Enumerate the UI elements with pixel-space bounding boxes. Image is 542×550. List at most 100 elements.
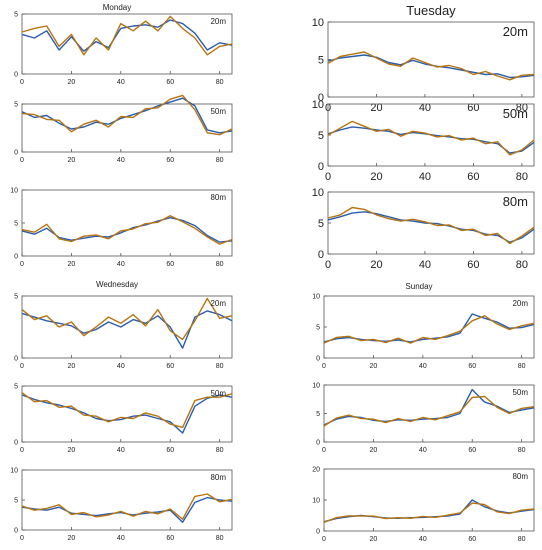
series-line-2 (323, 395, 535, 427)
x-tick-label: 20 (68, 535, 76, 542)
plot-frame (21, 189, 233, 257)
series-line-2 (21, 297, 233, 341)
x-tick-label: 60 (468, 363, 476, 370)
x-tick-label: 20 (68, 363, 76, 370)
x-tick-label: 80 (518, 447, 526, 454)
x-tick-label: 60 (467, 171, 479, 183)
x-tick-label: 20 (370, 536, 378, 543)
series-line-1 (327, 54, 535, 79)
chart-panel-5: 0 20 40 60 80 0 5 10 80m (10, 187, 233, 268)
height-label: 50m (210, 389, 226, 398)
series-line-2 (327, 120, 535, 156)
x-tick-label: 60 (166, 79, 174, 86)
series-line-1 (323, 388, 535, 426)
chart-panel-11: 0 20 40 60 80 0 5 10 80m (10, 467, 233, 542)
y-tick-label: 10 (312, 293, 320, 300)
x-tick-label: 40 (117, 79, 125, 86)
x-tick-label: 80 (216, 157, 224, 164)
day-title: Monday (103, 3, 131, 12)
day-title: Sunday (405, 282, 432, 291)
y-tick-label: 5 (318, 218, 324, 230)
x-tick-label: 60 (467, 259, 479, 271)
height-label: 50m (512, 388, 528, 397)
y-tick-label: 10 (312, 382, 320, 389)
series-line-1 (327, 126, 535, 154)
x-tick-label: 40 (117, 447, 125, 454)
x-tick-label: 60 (468, 536, 476, 543)
x-tick-label: 80 (216, 363, 224, 370)
x-tick-label: 80 (518, 536, 526, 543)
series-line-2 (323, 502, 535, 523)
y-tick-label: 10 (312, 99, 324, 111)
x-tick-label: 60 (468, 447, 476, 454)
x-tick-label: 40 (419, 171, 431, 183)
y-tick-label: 10 (312, 497, 320, 504)
y-tick-label: 20 (312, 466, 320, 473)
x-tick-label: 80 (216, 261, 224, 268)
series-line-2 (327, 206, 535, 245)
series-line-2 (327, 51, 535, 81)
x-tick-label: 20 (370, 447, 378, 454)
plot-frame (21, 385, 233, 443)
series-line-1 (21, 97, 233, 134)
plot-frame (323, 468, 535, 532)
x-tick-label: 20 (370, 363, 378, 370)
x-tick-label: 40 (117, 157, 125, 164)
x-tick-label: 0 (20, 79, 24, 86)
y-tick-label: 0 (14, 355, 18, 362)
chart-panel-9: 0 20 40 60 80 0 5 50m (14, 383, 233, 454)
x-tick-label: 60 (467, 102, 479, 114)
x-tick-label: 20 (68, 157, 76, 164)
y-tick-label: 0 (316, 528, 320, 535)
x-tick-label: 80 (516, 102, 528, 114)
y-tick-label: 0 (14, 149, 18, 156)
height-label: 50m (503, 106, 528, 121)
series-line-2 (323, 315, 535, 344)
chart-panel-8: 0 20 40 60 80 0 5 10 20m Sunday (312, 282, 535, 370)
series-line-2 (21, 493, 233, 520)
y-tick-label: 0 (14, 71, 18, 78)
series-line-1 (21, 496, 233, 523)
series-line-2 (21, 392, 233, 429)
x-tick-label: 40 (419, 447, 427, 454)
y-tick-label: 5 (318, 54, 324, 66)
y-tick-label: 0 (316, 355, 320, 362)
y-tick-label: 5 (14, 293, 18, 300)
chart-panel-10: 0 20 40 60 80 0 5 10 50m (312, 382, 535, 454)
x-tick-label: 80 (216, 447, 224, 454)
x-tick-label: 60 (166, 363, 174, 370)
x-tick-label: 80 (216, 535, 224, 542)
x-tick-label: 60 (166, 447, 174, 454)
y-tick-label: 5 (316, 324, 320, 331)
y-tick-label: 5 (316, 411, 320, 418)
plot-frame (323, 384, 535, 443)
chart-panel-6: 0 20 40 60 80 0 5 10 80m (312, 187, 535, 271)
height-label: 80m (503, 194, 528, 209)
y-tick-label: 5 (14, 497, 18, 504)
x-tick-label: 40 (419, 363, 427, 370)
y-tick-label: 5 (14, 383, 18, 390)
day-title: Tuesday (406, 3, 456, 18)
height-label: 20m (503, 24, 528, 39)
x-tick-label: 20 (68, 447, 76, 454)
height-label: 80m (210, 473, 226, 482)
plot-frame (21, 103, 233, 153)
series-line-1 (323, 499, 535, 523)
series-line-1 (21, 310, 233, 349)
x-tick-label: 40 (117, 535, 125, 542)
plot-frame (21, 13, 233, 75)
y-tick-label: 10 (312, 17, 324, 29)
x-tick-label: 20 (370, 259, 382, 271)
chart-panel-1: 0 20 40 60 80 0 5 20m Monday (14, 3, 233, 86)
series-line-2 (21, 214, 233, 245)
x-tick-label: 40 (419, 102, 431, 114)
plot-frame (21, 295, 233, 359)
y-tick-label: 5 (14, 101, 18, 108)
y-tick-label: 0 (318, 249, 324, 261)
x-tick-label: 40 (117, 261, 125, 268)
y-tick-label: 0 (14, 527, 18, 534)
x-tick-label: 20 (370, 102, 382, 114)
y-tick-label: 5 (14, 220, 18, 227)
x-tick-label: 0 (325, 171, 331, 183)
y-tick-label: 5 (318, 130, 324, 142)
